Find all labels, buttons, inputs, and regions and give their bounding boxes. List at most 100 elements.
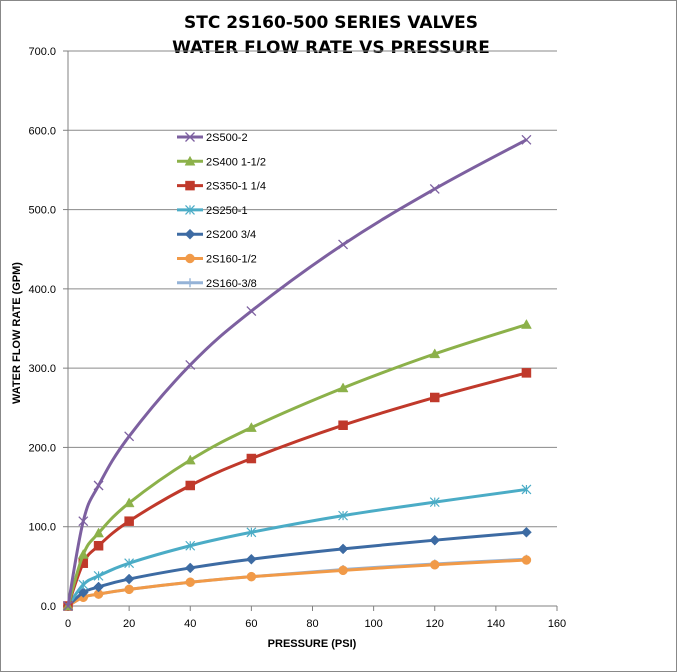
data-point — [93, 581, 104, 593]
legend-swatch-marker — [185, 180, 195, 191]
legend-entry: 2S160-3/8 — [177, 278, 257, 290]
data-point — [429, 534, 441, 546]
x-tick-label: 160 — [548, 618, 566, 630]
data-point — [338, 239, 349, 250]
data-point — [185, 577, 195, 587]
x-tick-label: 0 — [65, 618, 71, 630]
y-axis-label: WATER FLOW RATE (GPM) — [11, 262, 23, 404]
data-point — [338, 565, 348, 576]
data-point — [429, 348, 441, 359]
data-point — [429, 497, 440, 508]
x-tick-label: 20 — [123, 618, 135, 630]
series-line — [66, 487, 527, 607]
data-point — [93, 480, 104, 491]
data-point — [521, 526, 532, 538]
axes: 0.0 100.0 200.0 300.0 400.0 500.0 600.0 700.0 0 2… — [28, 46, 566, 630]
data-point — [521, 319, 532, 329]
data-point — [124, 431, 135, 442]
series-group — [62, 134, 532, 612]
data-point — [338, 420, 348, 430]
data-point — [185, 540, 196, 551]
data-point — [93, 570, 104, 581]
data-point — [246, 453, 257, 464]
legend-entry: 2S350-1 1/4 — [177, 181, 266, 193]
data-point — [430, 392, 440, 403]
data-point — [185, 480, 195, 491]
data-point — [246, 527, 257, 538]
legend-label: 2S200 3/4 — [206, 229, 256, 241]
chart-title-line-2: WATER FLOW RATE VS PRESSURE — [172, 38, 490, 58]
legend-swatch-marker — [184, 228, 196, 240]
y-tick-label: 200.0 — [28, 442, 56, 454]
data-point — [429, 183, 440, 194]
legend-label: 2S350-1 1/4 — [206, 181, 266, 193]
legend-entry: 2S250-1 — [177, 205, 248, 217]
data-point — [246, 571, 257, 582]
data-point — [430, 560, 440, 570]
data-point — [246, 306, 257, 317]
data-point — [338, 510, 348, 521]
data-point — [521, 555, 532, 565]
data-point — [337, 543, 349, 555]
data-point — [337, 382, 349, 393]
legend-swatch-marker — [185, 253, 195, 264]
data-point — [185, 360, 196, 370]
data-point — [123, 497, 135, 508]
legend-swatch-marker — [184, 155, 196, 166]
data-point — [245, 422, 257, 432]
legend: 2S500-2 2S400 1-1/2 2S350-1 1/4 2S250-1 2S20… — [177, 132, 266, 290]
y-tick-label: 700.0 — [28, 46, 56, 58]
legend-entry: 2S160-1/2 — [177, 254, 257, 266]
y-tick-label: 600.0 — [28, 125, 56, 137]
x-tick-label: 140 — [487, 618, 505, 630]
legend-label: 2S250-1 — [206, 205, 248, 217]
y-tick-label: 100.0 — [28, 522, 56, 534]
data-point — [78, 579, 89, 590]
legend-swatch-marker — [185, 132, 195, 142]
series-2s160-1-2 — [63, 555, 532, 611]
data-point — [246, 553, 257, 565]
y-tick-label: 400.0 — [28, 284, 56, 296]
legend-entry: 2S400 1-1/2 — [177, 155, 266, 168]
series-line — [66, 323, 527, 607]
data-point — [124, 584, 134, 595]
data-point — [124, 558, 135, 569]
legend-label: 2S160-3/8 — [206, 278, 257, 290]
data-point — [521, 484, 532, 495]
y-tick-label: 300.0 — [28, 363, 56, 375]
x-tick-label: 60 — [245, 618, 257, 630]
series-line — [66, 371, 527, 607]
y-tick-label: 500.0 — [28, 205, 56, 217]
data-point — [77, 548, 89, 559]
series-2s250-1 — [63, 484, 532, 611]
series-2s200-3-4 — [62, 526, 532, 612]
series-line — [66, 530, 527, 608]
chart-title-line-1: STC 2S160-500 SERIES VALVES — [184, 13, 478, 33]
data-point — [184, 562, 196, 574]
legend-label: 2S400 1-1/2 — [206, 156, 266, 168]
gridlines — [68, 50, 557, 528]
x-tick-label: 100 — [364, 618, 382, 630]
x-tick-label: 80 — [306, 618, 318, 630]
y-tick-label: 0.0 — [41, 601, 56, 613]
x-axis-label: PRESSURE (PSI) — [268, 638, 357, 650]
legend-swatch-marker — [185, 278, 195, 288]
data-point — [78, 516, 89, 527]
legend-entry: 2S200 3/4 — [177, 228, 256, 241]
data-point — [184, 454, 196, 465]
legend-swatch-marker — [185, 204, 195, 215]
series-2s500-2 — [63, 134, 532, 611]
series-line — [66, 138, 528, 607]
x-tick-label: 120 — [426, 618, 444, 630]
series-line — [67, 558, 527, 608]
x-tick-label: 40 — [184, 618, 196, 630]
data-point — [124, 516, 134, 526]
legend-label: 2S500-2 — [206, 132, 248, 144]
legend-entry: 2S500-2 — [177, 132, 248, 144]
data-point — [521, 368, 532, 378]
data-point — [521, 134, 532, 145]
data-point — [123, 573, 135, 585]
